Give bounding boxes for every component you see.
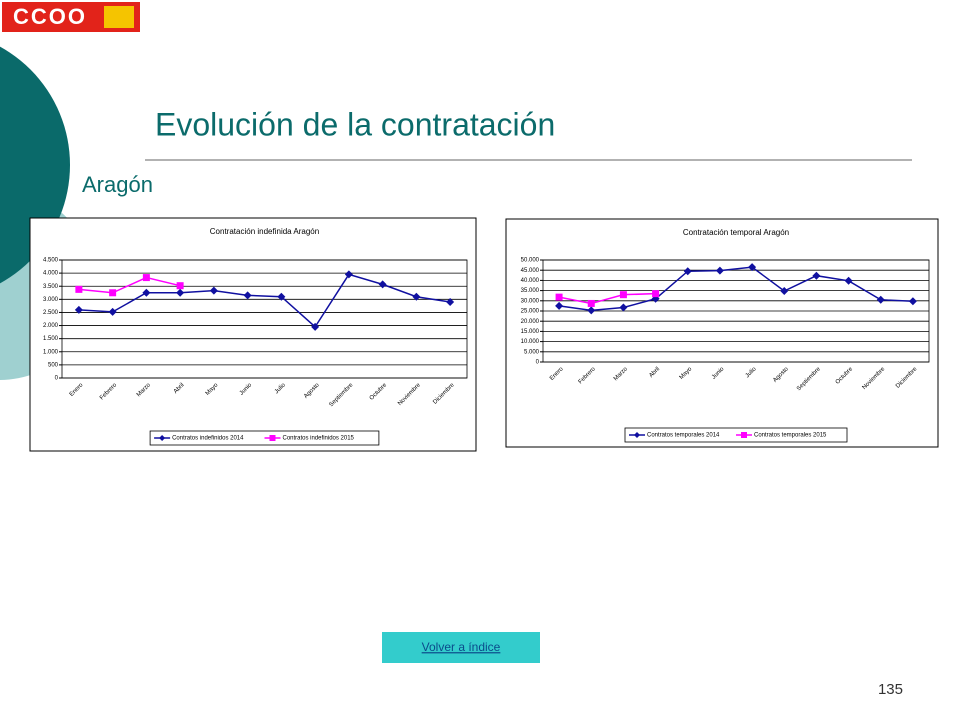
marker xyxy=(812,271,821,280)
y-tick-label: 50.000 xyxy=(521,258,540,264)
marker xyxy=(311,322,320,331)
marker xyxy=(142,288,151,297)
y-tick-label: 40.000 xyxy=(521,278,540,284)
logo-text: CCOO xyxy=(13,4,87,29)
y-tick-label: 0 xyxy=(55,376,59,382)
marker xyxy=(344,270,353,279)
y-tick-label: 30.000 xyxy=(521,298,540,304)
chart-title: Contratación temporal Aragón xyxy=(683,228,789,237)
slide-title: Evolución de la contratación xyxy=(155,106,555,142)
legend-label: Contratos temporales 2015 xyxy=(754,433,827,439)
y-tick-label: 4.000 xyxy=(43,271,59,277)
marker xyxy=(378,280,387,289)
y-tick-label: 500 xyxy=(48,362,59,368)
marker xyxy=(75,285,83,293)
y-tick-label: 0 xyxy=(536,360,540,366)
marker xyxy=(209,286,218,295)
marker xyxy=(683,267,692,276)
marker xyxy=(555,301,564,310)
slide-subtitle: Aragón xyxy=(82,172,153,197)
chart-frame xyxy=(505,218,939,448)
marker xyxy=(715,266,724,275)
plot-frame xyxy=(542,259,930,363)
marker xyxy=(74,305,83,314)
y-tick-label: 35.000 xyxy=(521,288,540,294)
marker xyxy=(176,288,185,297)
y-tick-label: 10.000 xyxy=(521,339,540,345)
marker xyxy=(844,276,853,285)
logo-flag xyxy=(104,6,134,28)
marker xyxy=(619,303,628,312)
y-tick-label: 3.500 xyxy=(43,284,59,290)
marker xyxy=(652,290,660,298)
chart-frame xyxy=(29,217,477,452)
series-line xyxy=(558,292,656,305)
y-tick-label: 1.000 xyxy=(43,349,59,355)
y-tick-label: 15.000 xyxy=(521,329,540,335)
series-line xyxy=(78,276,181,294)
y-tick-label: 25.000 xyxy=(521,309,540,315)
marker xyxy=(555,293,563,301)
marker xyxy=(908,297,917,306)
legend-label: Contratos indefinidos 2015 xyxy=(283,436,355,442)
chart-title: Contratación indefinida Aragón xyxy=(210,227,319,236)
legend-marker xyxy=(741,432,747,438)
link-button[interactable] xyxy=(382,632,540,663)
marker xyxy=(243,291,252,300)
legend-marker xyxy=(634,432,640,438)
marker xyxy=(446,297,455,306)
marker xyxy=(109,289,117,297)
y-tick-label: 20.000 xyxy=(521,319,540,325)
marker xyxy=(176,282,184,290)
page-number: 135 xyxy=(878,681,903,698)
legend-label: Contratos indefinidos 2014 xyxy=(172,436,244,442)
y-tick-label: 45.000 xyxy=(521,268,540,274)
series-line xyxy=(78,273,451,329)
marker xyxy=(142,274,150,282)
marker xyxy=(876,295,885,304)
legend-marker xyxy=(269,435,276,441)
marker xyxy=(277,292,286,301)
y-tick-label: 2.500 xyxy=(43,310,59,316)
legend-marker xyxy=(159,435,166,441)
marker xyxy=(587,306,596,315)
link-text[interactable]: Volver a índice xyxy=(422,640,501,654)
y-tick-label: 2.000 xyxy=(43,323,59,329)
y-tick-label: 5.000 xyxy=(524,349,540,355)
y-tick-label: 4.500 xyxy=(43,258,59,264)
marker xyxy=(780,287,789,296)
series-line xyxy=(558,266,913,312)
y-tick-label: 3.000 xyxy=(43,297,59,303)
marker xyxy=(587,299,595,307)
y-tick-label: 1.500 xyxy=(43,336,59,342)
marker xyxy=(108,307,117,316)
plot-frame xyxy=(61,259,468,379)
legend-label: Contratos temporales 2014 xyxy=(647,433,720,439)
marker xyxy=(748,263,757,272)
marker xyxy=(619,291,627,299)
marker xyxy=(412,292,421,301)
